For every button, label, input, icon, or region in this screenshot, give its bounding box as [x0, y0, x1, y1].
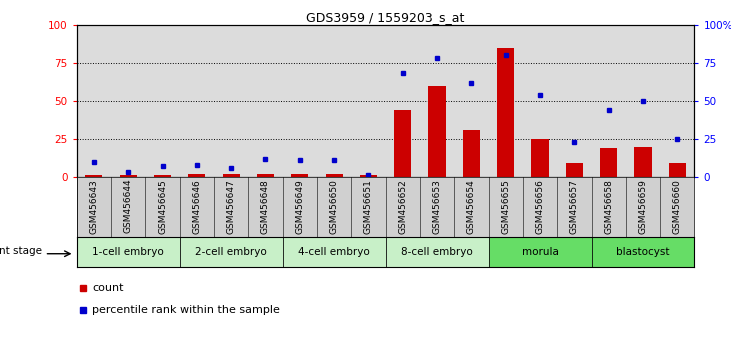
Bar — [86, 176, 102, 177]
Text: percentile rank within the sample: percentile rank within the sample — [92, 305, 280, 315]
Text: GSM456658: GSM456658 — [604, 179, 613, 234]
Bar — [531, 139, 548, 177]
Bar — [669, 163, 686, 177]
Text: GSM456657: GSM456657 — [570, 179, 579, 234]
Bar — [325, 174, 343, 177]
Text: development stage: development stage — [0, 246, 42, 256]
Text: GSM456646: GSM456646 — [192, 179, 201, 234]
Text: GSM456645: GSM456645 — [158, 179, 167, 234]
Bar — [497, 48, 515, 177]
Text: count: count — [92, 283, 124, 293]
Title: GDS3959 / 1559203_s_at: GDS3959 / 1559203_s_at — [306, 11, 465, 24]
Text: morula: morula — [522, 247, 558, 257]
Text: GSM456650: GSM456650 — [330, 179, 338, 234]
Bar — [223, 174, 240, 177]
Bar — [428, 86, 446, 177]
Text: GSM456660: GSM456660 — [673, 179, 682, 234]
Bar — [635, 147, 651, 177]
Text: GSM456659: GSM456659 — [638, 179, 648, 234]
Text: 2-cell embryo: 2-cell embryo — [195, 247, 267, 257]
Bar — [488, 237, 591, 267]
Text: 4-cell embryo: 4-cell embryo — [298, 247, 370, 257]
Bar — [566, 163, 583, 177]
Text: blastocyst: blastocyst — [616, 247, 670, 257]
Bar — [120, 176, 137, 177]
Text: GSM456656: GSM456656 — [536, 179, 545, 234]
Bar — [283, 237, 386, 267]
Bar — [154, 176, 171, 177]
Text: GSM456644: GSM456644 — [124, 179, 133, 233]
Bar — [385, 237, 488, 267]
Bar — [77, 237, 180, 267]
Text: GSM456651: GSM456651 — [364, 179, 373, 234]
Bar — [591, 237, 694, 267]
Bar — [291, 174, 308, 177]
Text: GSM456647: GSM456647 — [227, 179, 235, 234]
Text: GSM456654: GSM456654 — [467, 179, 476, 234]
Text: 8-cell embryo: 8-cell embryo — [401, 247, 473, 257]
Text: GSM456653: GSM456653 — [433, 179, 442, 234]
Text: GSM456649: GSM456649 — [295, 179, 304, 234]
Text: GSM456655: GSM456655 — [501, 179, 510, 234]
Bar — [257, 174, 274, 177]
Text: GSM456652: GSM456652 — [398, 179, 407, 234]
Bar — [180, 237, 283, 267]
Bar — [463, 130, 480, 177]
Bar — [360, 176, 377, 177]
Text: GSM456648: GSM456648 — [261, 179, 270, 234]
Bar — [189, 174, 205, 177]
Bar — [394, 110, 412, 177]
Text: 1-cell embryo: 1-cell embryo — [92, 247, 164, 257]
Text: GSM456643: GSM456643 — [89, 179, 99, 234]
Bar — [600, 148, 617, 177]
